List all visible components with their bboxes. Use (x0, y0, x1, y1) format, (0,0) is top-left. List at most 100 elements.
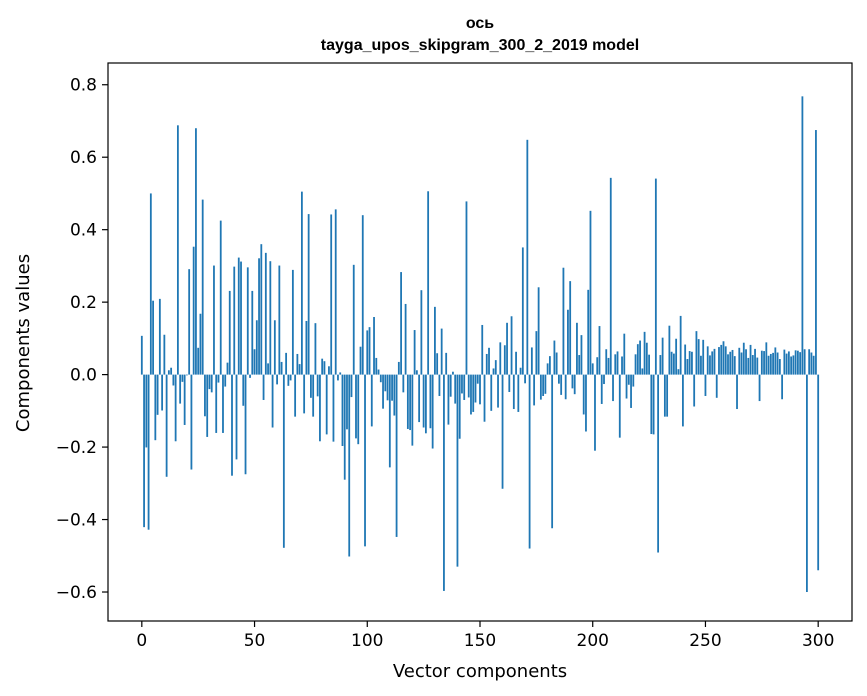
bar (567, 309, 569, 375)
bar (404, 303, 407, 375)
bar (576, 322, 578, 375)
bar (246, 267, 249, 375)
plot-frame (107, 62, 853, 622)
bar (213, 265, 215, 375)
bar (695, 331, 698, 375)
bar (400, 272, 402, 375)
bar (323, 361, 326, 375)
bar (458, 374, 461, 439)
bar (255, 320, 258, 375)
bar (562, 267, 565, 375)
x-tick-label: 50 (244, 631, 266, 651)
bar (682, 374, 684, 427)
bar (375, 357, 378, 375)
bar (625, 374, 628, 399)
bar (524, 374, 526, 384)
bar (558, 374, 560, 384)
bar (643, 331, 646, 375)
bar (519, 367, 522, 375)
bar (154, 374, 157, 441)
bar (808, 349, 811, 375)
bar (713, 348, 716, 375)
bar (314, 323, 317, 375)
bar (366, 330, 369, 375)
bar (244, 374, 247, 475)
bar (188, 269, 191, 375)
bar (242, 374, 245, 406)
bar (267, 363, 269, 375)
bar (747, 357, 750, 375)
bar (163, 334, 166, 375)
bar (258, 258, 260, 375)
bar (483, 374, 486, 422)
bar (438, 374, 441, 396)
y-tick-label: 0.0 (70, 366, 97, 386)
bar (352, 264, 355, 375)
bar (497, 374, 499, 408)
bar (609, 177, 612, 375)
bar (411, 374, 414, 446)
bar (580, 335, 583, 375)
bar (355, 374, 357, 439)
bar (470, 374, 472, 415)
bar (233, 266, 236, 375)
y-tick-label: 0.2 (70, 293, 97, 313)
bar (598, 326, 601, 375)
bar (573, 374, 576, 395)
bar (724, 346, 727, 375)
bar (179, 374, 182, 404)
bar (377, 369, 380, 375)
bar (679, 315, 682, 375)
bar (603, 374, 605, 385)
bar (790, 356, 793, 375)
bar (422, 374, 425, 428)
chart-title: ось tayga_upos_skipgram_300_2_2019 model (321, 15, 639, 54)
chart-title-line-2: tayga_upos_skipgram_300_2_2019 model (321, 37, 639, 54)
bar (623, 333, 626, 375)
bar (560, 374, 563, 395)
bar (210, 374, 213, 393)
bar (645, 342, 648, 375)
bar (600, 374, 603, 404)
bar (357, 374, 360, 445)
bar (388, 374, 391, 468)
bar (794, 350, 797, 375)
bar (740, 352, 743, 375)
bar (630, 374, 632, 408)
bar (571, 374, 574, 389)
bar (503, 345, 506, 375)
bar (319, 374, 321, 442)
bar (591, 363, 594, 375)
bar (668, 325, 671, 375)
bar (260, 244, 263, 375)
bar (382, 374, 384, 409)
bar (143, 374, 145, 528)
bar (476, 374, 479, 384)
bar (463, 374, 466, 400)
bar (578, 355, 581, 375)
bar (467, 374, 470, 398)
bar (370, 374, 373, 427)
bar (251, 290, 254, 375)
bar (197, 347, 200, 375)
bar (801, 96, 804, 375)
bar (328, 366, 330, 375)
bar (149, 193, 152, 375)
bar (733, 356, 736, 375)
bar (616, 351, 619, 375)
bar (785, 353, 788, 375)
bar (373, 317, 375, 375)
bar (330, 214, 333, 375)
bar (614, 354, 617, 375)
bar (249, 374, 251, 378)
x-tick-label: 200 (577, 631, 609, 651)
bar (282, 374, 285, 548)
bar (190, 374, 193, 470)
bar (652, 374, 655, 435)
bar (535, 331, 538, 375)
bar (296, 353, 299, 375)
bar (325, 374, 328, 435)
bar (434, 306, 436, 375)
bar (634, 354, 637, 375)
bar (273, 320, 276, 375)
